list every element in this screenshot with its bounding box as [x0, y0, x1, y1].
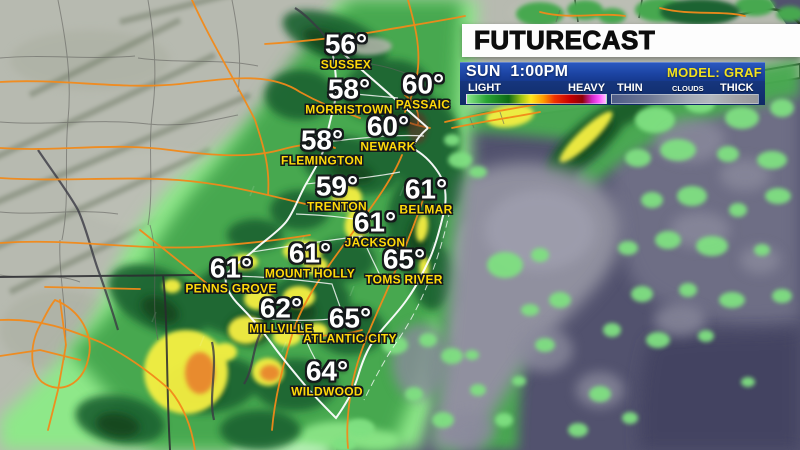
cloud-gradient-bar — [611, 94, 759, 104]
legend-thick-label: THICK — [720, 82, 754, 94]
legend-thin-label: THIN — [617, 82, 643, 94]
legend-clouds-label: CLOUDS — [672, 84, 704, 93]
highways — [0, 0, 746, 450]
ocean-radar-blobs — [333, 95, 794, 450]
futurecast-title-bar: FUTURECAST — [462, 24, 800, 57]
precip-gradient-bar — [466, 94, 607, 104]
futurecast-title: FUTURECAST — [473, 25, 656, 56]
model-label: MODEL: GRAF — [666, 64, 762, 80]
time-model-bar: SUN 1:00PM MODEL: GRAF — [460, 62, 765, 81]
radar-orange-cores — [185, 352, 280, 394]
legend-light-label: LIGHT — [468, 82, 501, 94]
legend-heavy-label: HEAVY — [568, 82, 606, 94]
legend-bar: LIGHT HEAVY THIN CLOUDS THICK — [460, 81, 765, 105]
county-lines — [0, 0, 561, 361]
nj-borders — [224, 41, 451, 420]
valid-time: SUN 1:00PM — [466, 63, 569, 80]
